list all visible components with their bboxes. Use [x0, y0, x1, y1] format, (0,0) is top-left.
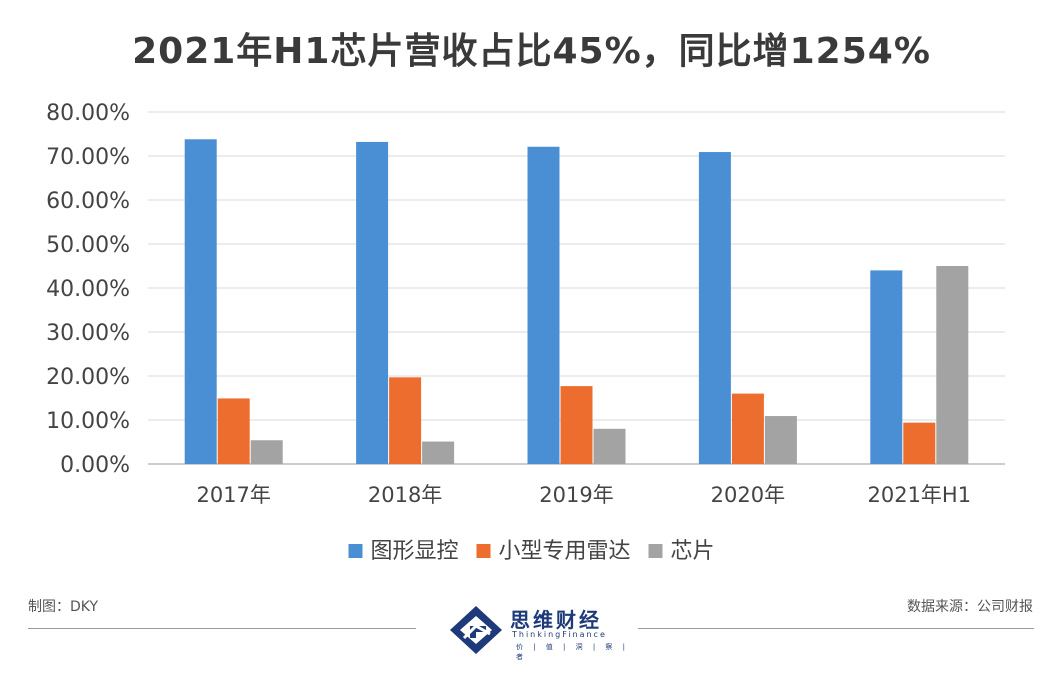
y-tick-label: 20.00%	[46, 365, 130, 390]
bar	[527, 146, 560, 464]
footer-author: 制图：DKY	[28, 599, 99, 615]
y-tick-label: 70.00%	[46, 145, 130, 170]
brand-tagline: 价 | 值 | 洞 | 察 | 者	[516, 643, 630, 661]
bar	[870, 270, 903, 464]
x-tick-label: 2021年H1	[867, 483, 971, 507]
footer-source: 数据来源：公司财报	[907, 599, 1033, 615]
y-tick-label: 60.00%	[46, 189, 130, 214]
brand-logo-icon	[450, 606, 502, 654]
bar	[389, 377, 422, 464]
bar-chart: 0.00% 10.00% 20.00% 30.00% 40.00% 50.00% 60.00…	[46, 101, 1005, 564]
brand-mark: 思维财经 ThinkingFinance 价 | 值 | 洞 | 察 | 者	[446, 604, 636, 661]
bar	[764, 416, 797, 464]
y-tick-label: 0.00%	[60, 453, 130, 478]
bar	[356, 141, 389, 465]
bar	[250, 440, 283, 464]
bar	[560, 386, 593, 464]
x-tick-label: 2018年	[368, 483, 442, 507]
y-tick-label: 50.00%	[46, 233, 130, 258]
brand-name: 思维财经	[510, 608, 602, 632]
legend-swatch	[476, 544, 491, 558]
x-tick-label: 2019年	[539, 483, 613, 507]
footer-divider-left	[28, 628, 416, 629]
bar	[422, 441, 455, 464]
legend-label: 小型专用雷达	[499, 539, 631, 564]
legend-label: 图形显控	[371, 539, 459, 564]
bar	[903, 422, 936, 464]
y-tick-label: 40.00%	[46, 277, 130, 302]
chart-title: 2021年H1芯片营收占比45%，同比增1254%	[132, 31, 931, 72]
brand-subtitle: ThinkingFinance	[512, 630, 607, 639]
bar	[217, 398, 250, 464]
x-tick-label: 2020年	[711, 483, 785, 507]
y-tick-label: 80.00%	[46, 101, 130, 126]
bar	[593, 428, 626, 464]
bar	[731, 393, 764, 464]
bar	[698, 152, 731, 465]
y-tick-label: 10.00%	[46, 409, 130, 434]
footer-divider-right	[638, 628, 1034, 629]
bar	[936, 266, 969, 464]
x-tick-label: 2017年	[196, 483, 270, 507]
legend-swatch	[348, 544, 363, 558]
legend-swatch	[648, 544, 663, 558]
bar	[184, 139, 217, 464]
y-tick-label: 30.00%	[46, 321, 130, 346]
legend-label: 芯片	[671, 539, 715, 564]
